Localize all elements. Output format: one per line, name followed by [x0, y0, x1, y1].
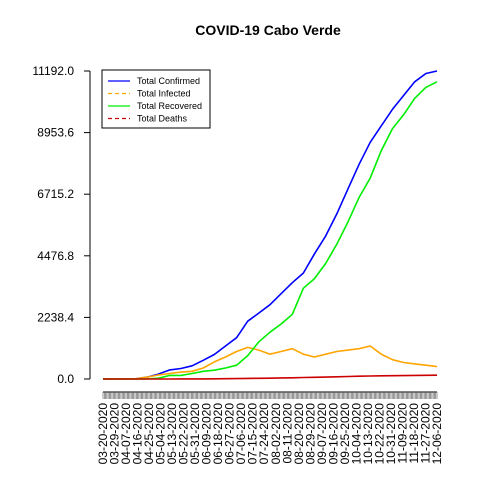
y-axis: 0.0 2238.4 4476.8 6715.2 8953.6 11192.0 — [32, 64, 90, 386]
y-tick-label: 6715.2 — [37, 187, 74, 201]
x-tick-label: 07-06-2020 — [234, 403, 248, 465]
x-tick-label: 05-13-2020 — [165, 403, 179, 465]
x-tick-label: 11-27-2020 — [418, 403, 432, 464]
legend-label: Total Deaths — [137, 114, 188, 124]
y-tick-label: 0.0 — [57, 372, 74, 386]
x-tick-label: 06-18-2020 — [211, 403, 225, 465]
legend-label: Total Infected — [137, 89, 191, 99]
y-tick-label: 11192.0 — [32, 64, 74, 78]
x-tick-label: 08-02-2020 — [269, 403, 283, 465]
x-tick-label: 08-11-2020 — [280, 403, 294, 464]
chart-title: COVID-19 Cabo Verde — [195, 22, 341, 38]
series-line-total-confirmed — [102, 70, 438, 380]
series-line-total-infected — [102, 345, 438, 380]
x-tick-label: 09-16-2020 — [326, 403, 340, 465]
x-tick-label: 04-16-2020 — [131, 403, 145, 465]
legend: Total Confirmed Total Infected Total Recov… — [101, 69, 211, 129]
x-tick-label: 03-20-2020 — [96, 403, 110, 465]
x-tick-label: 10-22-2020 — [372, 403, 386, 465]
legend-box — [101, 69, 211, 129]
x-tick-label: 04-07-2020 — [119, 403, 133, 465]
x-tick-label: 08-29-2020 — [303, 403, 317, 465]
x-tick-label: 05-04-2020 — [154, 403, 168, 465]
x-tick-label: 10-13-2020 — [361, 403, 375, 465]
x-tick-label: 05-22-2020 — [177, 403, 191, 465]
y-tick-label: 2238.4 — [37, 310, 74, 324]
x-tick-label: 11-09-2020 — [395, 403, 409, 464]
x-tick-label: 10-31-2020 — [384, 403, 398, 465]
x-tick-label: 10-04-2020 — [349, 403, 363, 465]
x-tick-label: 07-24-2020 — [257, 403, 271, 465]
x-axis: 03-20-202003-29-202004-07-202004-16-2020… — [96, 391, 444, 465]
y-tick-label: 8953.6 — [37, 126, 74, 140]
legend-label: Total Recovered — [137, 101, 202, 111]
x-tick-label: 12-06-2020 — [430, 403, 444, 465]
x-tick-label: 07-15-2020 — [246, 403, 260, 465]
x-tick-label: 03-29-2020 — [108, 403, 122, 465]
series-lines — [102, 70, 438, 380]
x-tick-label: 11-18-2020 — [407, 403, 421, 464]
x-tick-label: 04-25-2020 — [142, 403, 156, 465]
y-tick-label: 4476.8 — [37, 249, 74, 263]
x-tick-label: 09-25-2020 — [338, 403, 352, 465]
x-tick-label: 05-31-2020 — [188, 403, 202, 465]
x-tick-label: 09-07-2020 — [315, 403, 329, 465]
x-tick-label: 06-27-2020 — [223, 403, 237, 465]
x-tick-label: 08-20-2020 — [292, 403, 306, 465]
x-tick-label: 06-09-2020 — [200, 403, 214, 465]
series-line-total-deaths — [103, 374, 438, 380]
legend-label: Total Confirmed — [137, 76, 200, 86]
